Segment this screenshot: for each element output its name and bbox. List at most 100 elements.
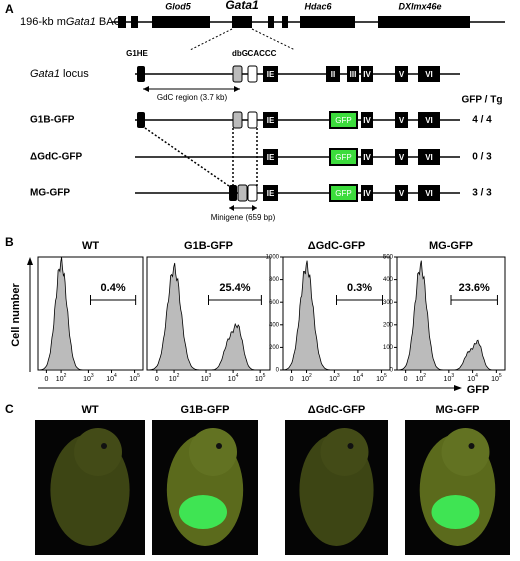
- tick-base: 0: [404, 376, 408, 383]
- y-tick-label: 300: [383, 300, 394, 306]
- x-tick-label: 104: [228, 373, 239, 383]
- exon-label: IV: [363, 70, 371, 79]
- gate: [208, 294, 262, 305]
- tick-exp: 2: [177, 373, 180, 379]
- exon-label: V: [399, 70, 405, 79]
- tick-base: 0: [290, 376, 294, 383]
- exon-label: V: [399, 189, 405, 198]
- tick-exp: 5: [499, 373, 502, 379]
- exon-label: VI: [425, 153, 433, 162]
- x-tick-label: 103: [201, 373, 212, 383]
- gene-label: Glod5: [165, 1, 191, 11]
- dbg-box: [237, 184, 248, 202]
- exon-box: [263, 149, 278, 165]
- exon-box: [361, 112, 373, 128]
- tick-exp: 4: [475, 373, 478, 379]
- gene-box: [152, 16, 210, 28]
- exon-label: IV: [363, 153, 371, 162]
- construct-ratio: 3 / 3: [472, 188, 492, 199]
- x-tick-label: 103: [83, 373, 94, 383]
- exon-box: [418, 112, 440, 128]
- exon-label: V: [399, 116, 405, 125]
- gate: [450, 294, 498, 305]
- tick-exp: 5: [384, 373, 387, 379]
- dbg-box: [232, 111, 243, 129]
- gene-label: Gata1: [225, 0, 259, 12]
- exon-box: [418, 185, 440, 201]
- embryo-eye: [101, 443, 107, 449]
- y-tick-label: 400: [269, 322, 280, 328]
- histogram: [146, 262, 270, 371]
- construct-ratio: 4 / 4: [472, 115, 492, 126]
- tick-exp: 4: [360, 373, 363, 379]
- exon-box: [361, 185, 373, 201]
- y-tick-label: 600: [269, 300, 280, 306]
- tick-exp: 2: [309, 373, 312, 379]
- y-tick-label: 500: [383, 255, 394, 261]
- gene-box: [118, 16, 126, 28]
- exon-label: VI: [425, 116, 433, 125]
- x-tick-label: 105: [491, 373, 502, 383]
- embryo-head: [189, 428, 237, 476]
- exon-box: [347, 66, 359, 82]
- tick-base: 10: [376, 376, 384, 383]
- tick-base: 10: [353, 376, 361, 383]
- gate-label: 0.3%: [347, 282, 372, 294]
- plot-title: G1B-GFP: [184, 240, 233, 252]
- gene-box: [268, 16, 274, 28]
- caccc-box: [247, 65, 258, 83]
- plot-title: ΔGdC-GFP: [308, 240, 365, 252]
- y-tick-label: 200: [269, 345, 280, 351]
- exon-label: II: [331, 70, 335, 79]
- construct-ratio: 0 / 3: [472, 152, 492, 163]
- bac-prefix: 196-kb m: [20, 16, 66, 28]
- embryo-eye: [468, 443, 475, 449]
- exon-box: [263, 66, 278, 82]
- g1he-box: [229, 185, 237, 201]
- exon-label: IV: [363, 189, 371, 198]
- embryo-eye: [216, 443, 222, 449]
- x-tick-label: 102: [56, 373, 67, 383]
- tick-exp: 3: [451, 373, 454, 379]
- panel-label: B: [5, 235, 14, 249]
- dbg-box: [232, 65, 243, 83]
- gene-box: [131, 16, 138, 28]
- tick-exp: 2: [423, 373, 426, 379]
- tick-base: 0: [44, 376, 48, 383]
- panel-label: A: [5, 2, 14, 16]
- y-tick-label: 0: [276, 368, 280, 374]
- y-tick-label: 800: [269, 277, 280, 283]
- exon-label: IE: [267, 189, 275, 198]
- x-tick-label: 0: [404, 376, 408, 383]
- exon-label: VI: [425, 189, 433, 198]
- construct-name: ΔGdC-GFP: [30, 152, 83, 163]
- locus-gene: Gata1: [30, 68, 60, 80]
- exon-box: [263, 112, 278, 128]
- tick-base: 10: [129, 376, 137, 383]
- x-tick-label: 103: [444, 373, 455, 383]
- gfp-signal: [431, 495, 480, 529]
- arrow-head: [454, 385, 462, 391]
- tick-base: 10: [415, 376, 423, 383]
- tick-base: 10: [467, 376, 475, 383]
- locus-suffix: locus: [60, 68, 89, 80]
- deletion-line: [144, 127, 230, 187]
- tick-exp: 2: [64, 373, 67, 379]
- gate: [336, 294, 384, 305]
- tick-exp: 4: [236, 373, 239, 379]
- exon-box: [361, 66, 373, 82]
- tick-base: 10: [56, 376, 64, 383]
- y-axis-label: Cell number: [10, 283, 22, 347]
- exon-label: III: [350, 70, 357, 79]
- tick-base: 10: [83, 376, 91, 383]
- tick-base: 10: [301, 376, 309, 383]
- x-tick-label: 105: [129, 373, 140, 383]
- minigene-label: Minigene (659 bp): [211, 213, 276, 222]
- embryo-head: [441, 428, 490, 476]
- exon-box: [395, 185, 408, 201]
- embryo-eye: [347, 443, 354, 449]
- image-title: G1B-GFP: [181, 404, 230, 416]
- x-tick-label: 0: [155, 376, 159, 383]
- gene-box: [282, 16, 288, 28]
